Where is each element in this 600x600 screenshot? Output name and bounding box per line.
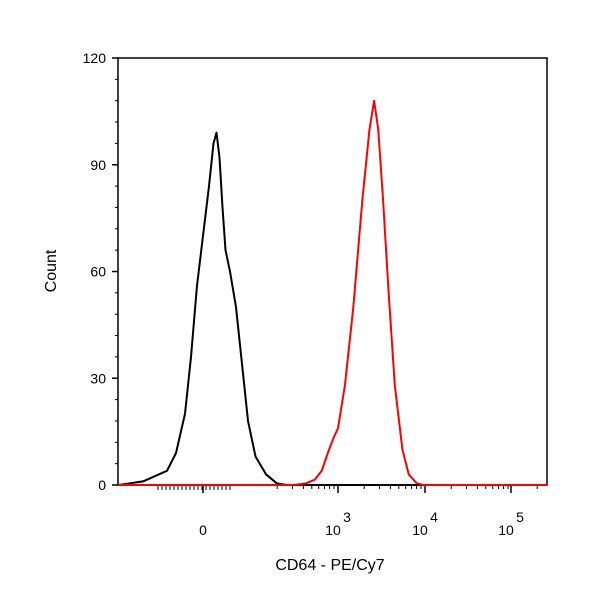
y-tick-label: 30 <box>90 370 106 386</box>
x-tick-label: 103 <box>325 509 351 538</box>
y-tick-label: 120 <box>83 50 107 66</box>
x-tick-label: 105 <box>498 509 524 538</box>
x-tick-base: 10 <box>412 522 428 538</box>
x-tick-label: 104 <box>412 509 438 538</box>
histogram-series-red <box>293 99 547 486</box>
y-tick-label: 0 <box>98 477 106 493</box>
x-tick-exponent: 5 <box>516 509 524 525</box>
x-tick-base: 10 <box>325 522 341 538</box>
x-tick-exponent: 4 <box>430 509 438 525</box>
x-tick-label: 0 <box>199 522 207 538</box>
series-layer <box>118 99 547 486</box>
x-tick-base: 10 <box>498 522 514 538</box>
x-axis-title: CD64 - PE/Cy7 <box>275 557 384 574</box>
y-tick-label: 60 <box>90 264 106 280</box>
histogram-series-black <box>118 131 547 486</box>
y-axis-title: Count <box>43 249 60 292</box>
x-tick-exponent: 3 <box>343 509 351 525</box>
y-tick-label: 90 <box>90 157 106 173</box>
y-axis: 0 30 60 90 120 <box>83 50 118 493</box>
